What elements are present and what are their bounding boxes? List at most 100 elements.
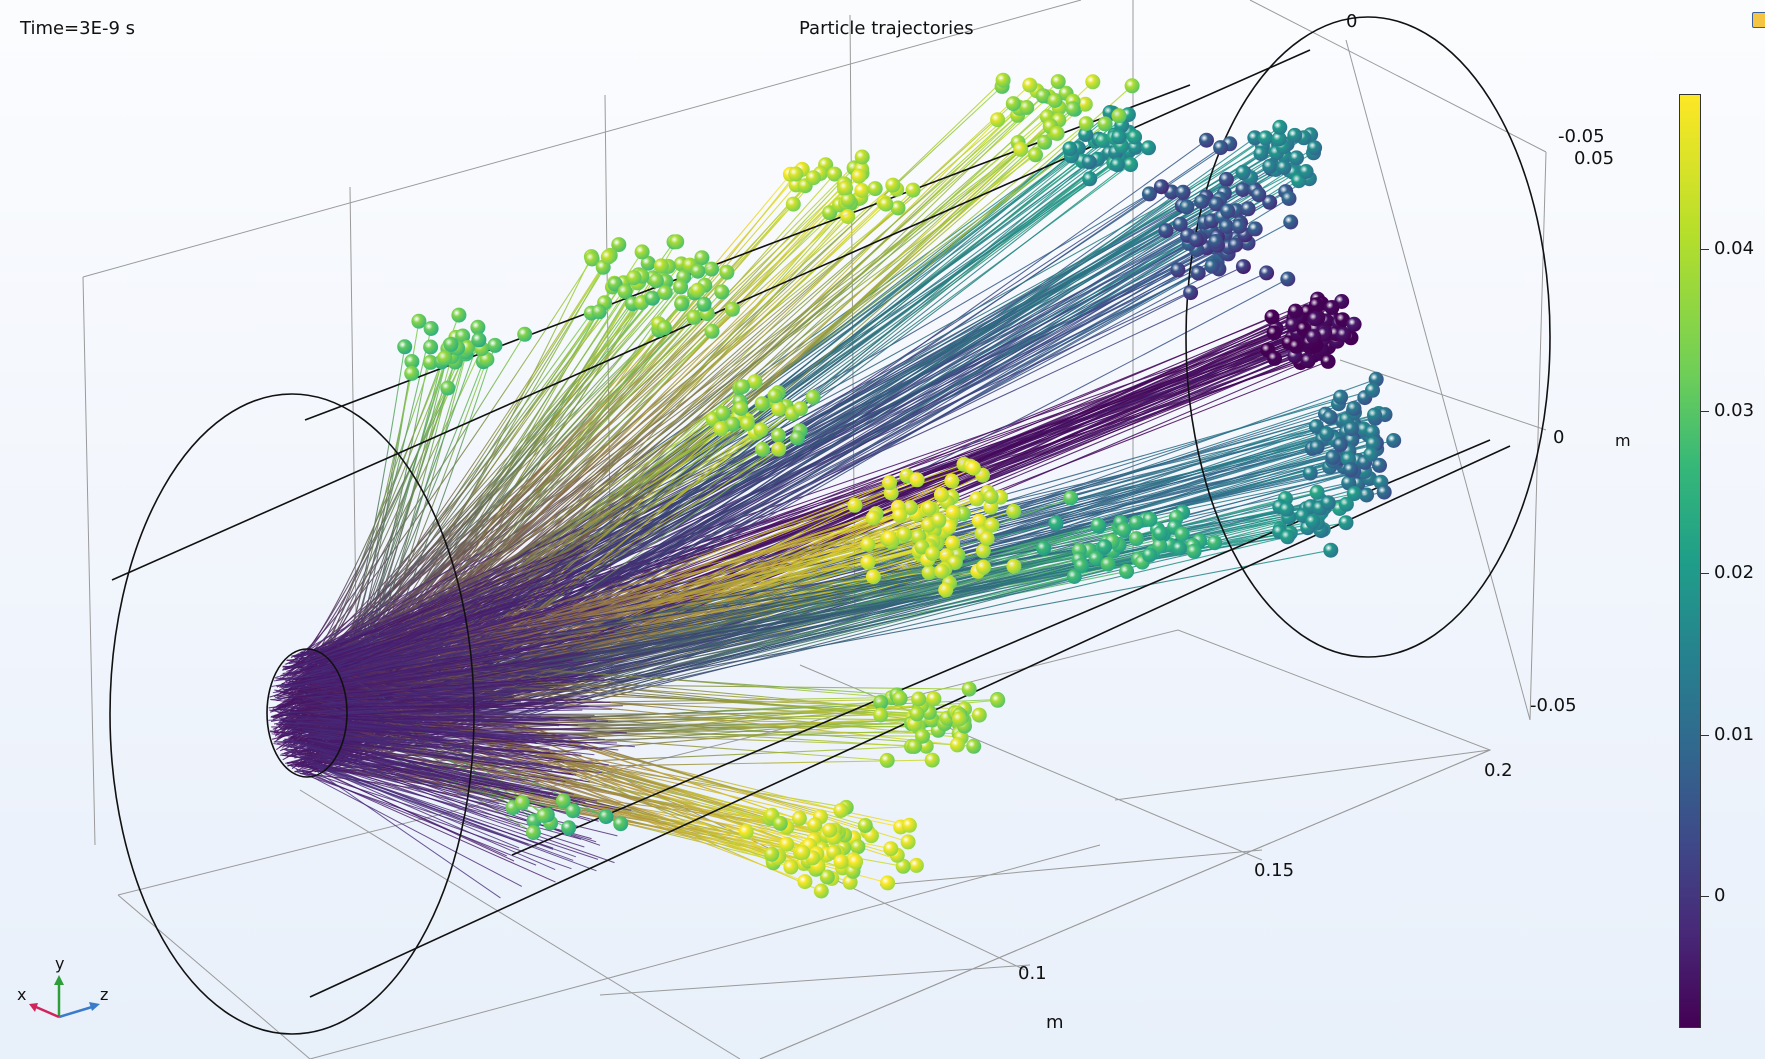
particle-marker: [514, 795, 530, 811]
trajectory-line: [302, 736, 536, 744]
particle-marker: [984, 517, 1000, 533]
trajectory-line: [294, 741, 476, 798]
trajectory-line: [300, 769, 529, 845]
grid-line: [299, 789, 741, 1059]
particle-marker: [734, 379, 750, 395]
trajectory-line: [332, 714, 536, 737]
particle-marker: [767, 388, 783, 404]
particle-marker: [611, 237, 627, 253]
x-tick-label: 0.1: [1018, 963, 1047, 984]
particle-marker: [1309, 439, 1325, 455]
particle-marker: [423, 339, 439, 355]
particle-marker: [1259, 265, 1275, 281]
particle-marker: [805, 389, 821, 405]
particle-marker: [1006, 558, 1022, 574]
particle-marker: [990, 112, 1006, 128]
particle-marker: [1019, 100, 1035, 115]
trajectory-line: [335, 603, 572, 682]
trajectory-line: [297, 612, 528, 686]
particle-marker: [1319, 426, 1335, 442]
trajectory-lines: [268, 79, 1394, 899]
colorbar-tick: [1701, 249, 1709, 250]
triad-y-label: y: [55, 955, 64, 973]
particle-marker: [584, 251, 600, 267]
particle-marker: [840, 192, 856, 208]
particle-marker: [1320, 353, 1336, 369]
particle-marker: [626, 270, 642, 286]
particle-marker: [1174, 526, 1190, 542]
trajectory-line: [319, 736, 548, 766]
particle-marker: [925, 546, 941, 561]
particle-marker: [739, 416, 755, 432]
particle-marker: [673, 279, 689, 295]
particle-marker: [1078, 127, 1094, 142]
particle-marker: [791, 810, 807, 826]
particle-marker: [1309, 297, 1324, 313]
particle-marker: [1372, 457, 1387, 473]
particle-marker: [669, 234, 685, 250]
particle-marker: [755, 441, 770, 457]
particle-marker: [1208, 196, 1224, 212]
particle-marker: [613, 816, 629, 832]
particle-marker: [833, 803, 849, 818]
trajectory-line: [315, 625, 594, 674]
particle-marker: [1338, 515, 1354, 531]
trajectory-line: [332, 678, 605, 689]
particle-marker: [827, 166, 843, 182]
particle-marker: [921, 565, 937, 581]
particle-marker: [901, 817, 917, 833]
particle-marker: [694, 250, 710, 266]
colorbar: [1679, 94, 1701, 1028]
particle-marker: [902, 500, 918, 516]
particle-marker: [838, 180, 853, 196]
beam-source-disc: [266, 648, 348, 778]
grid-line: [879, 849, 1263, 886]
trajectory-line: [277, 713, 476, 728]
grid-line: [82, 276, 96, 846]
particle-marker: [908, 857, 924, 873]
particle-marker: [882, 530, 897, 546]
particle-marker: [1186, 543, 1202, 559]
particle-marker: [921, 500, 937, 516]
particle-marker: [1325, 449, 1341, 465]
particle-marker: [1376, 484, 1392, 500]
particle-marker: [938, 582, 954, 598]
trajectory-line: [289, 602, 506, 676]
particle-marker: [944, 473, 960, 489]
grid-line: [1529, 151, 1547, 721]
particle-marker: [404, 365, 420, 381]
trajectory-line: [314, 602, 518, 679]
trajectory-line: [281, 717, 467, 743]
plot-settings-icon[interactable]: [1752, 12, 1765, 28]
trajectory-line: [300, 353, 462, 658]
particle-marker: [1267, 350, 1283, 366]
trajectory-line: [318, 766, 556, 871]
particle-marker: [1346, 400, 1362, 416]
particle-marker: [536, 808, 552, 824]
particle-marker: [1116, 522, 1132, 538]
particle-marker: [1231, 218, 1247, 234]
particle-marker: [1343, 462, 1359, 477]
particle-marker: [873, 707, 889, 723]
triad-z-label: z: [100, 985, 108, 1004]
y-axis-unit: m: [1615, 431, 1631, 450]
particle-marker: [1346, 316, 1362, 332]
particle-marker: [840, 209, 856, 224]
particle-marker: [851, 168, 867, 184]
particle-marker: [805, 170, 821, 186]
y-tick-label-right: 0.05: [1574, 148, 1615, 169]
particle-marker: [885, 177, 901, 193]
particle-marker: [1127, 129, 1143, 145]
particle-marker: [1258, 130, 1273, 146]
particle-marker: [1280, 529, 1296, 545]
grid-line: [82, 0, 1082, 278]
particle-marker: [451, 307, 467, 323]
particle-marker: [1207, 535, 1223, 551]
particle-marker: [1298, 164, 1314, 179]
particle-marker: [561, 820, 577, 836]
particle-marker: [961, 681, 977, 697]
particle-marker: [747, 374, 763, 390]
trajectory-line: [329, 682, 530, 709]
